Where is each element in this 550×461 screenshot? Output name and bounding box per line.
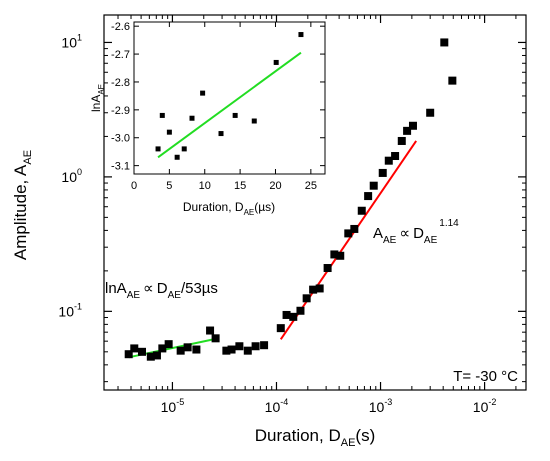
data-point: [315, 284, 324, 293]
data-point: [323, 264, 332, 273]
data-point: [378, 168, 387, 177]
inset-data-point: [155, 146, 161, 152]
data-point: [260, 341, 269, 350]
data-point: [426, 108, 435, 117]
inset-y-tick-label: -2.8: [111, 77, 130, 89]
inset-x-tick-label: 5: [166, 180, 172, 192]
data-point: [397, 136, 406, 145]
inset-data-point: [181, 146, 187, 152]
inset-y-axis-title: lnAAE: [89, 84, 106, 112]
inset-data-point: [200, 90, 206, 96]
inset-plot-frame: [133, 21, 326, 175]
y-tick-label: 100: [61, 167, 82, 185]
inset-data-point: [273, 59, 279, 65]
inset-ticks: 0 5 10 15 20 25 -3.1 -3.0 -2.9 -2.8 -2.7 -2.6: [111, 21, 325, 192]
inset-y-tick-label: -2.7: [111, 49, 130, 61]
data-point: [448, 76, 457, 85]
data-point: [336, 251, 345, 260]
data-point: [211, 334, 220, 343]
data-point: [152, 351, 161, 360]
data-point: [176, 346, 185, 355]
inset-y-tick-label: -3.1: [111, 161, 130, 173]
inset-x-tick-label: 0: [131, 180, 137, 192]
data-point: [364, 192, 373, 201]
data-point: [183, 343, 192, 352]
data-point: [158, 344, 167, 353]
data-point: [391, 152, 400, 161]
inset-x-tick-label: 25: [305, 180, 317, 192]
inset-data-point: [159, 112, 165, 118]
data-point: [146, 352, 155, 361]
data-point: [296, 306, 305, 315]
inset-data-point: [174, 154, 180, 160]
inset-data-point: [251, 118, 257, 124]
inset-data-point: [232, 112, 238, 118]
inset-y-tick-label: -2.9: [111, 105, 130, 117]
main-points: [124, 38, 457, 361]
data-point: [124, 350, 133, 359]
x-tick-label: 10-4: [265, 397, 289, 415]
inset-x-axis-title: Duration, DAE(µs): [183, 200, 275, 217]
x-tick-label: 10-5: [161, 397, 185, 415]
data-point: [222, 346, 231, 355]
data-point: [243, 346, 252, 355]
fit-line: [279, 140, 417, 340]
data-point: [344, 229, 353, 238]
data-point: [276, 324, 285, 333]
data-point: [130, 344, 139, 353]
data-point: [235, 342, 244, 351]
data-point: [227, 345, 236, 354]
data-point: [350, 224, 359, 233]
inset-data-point: [298, 32, 304, 38]
power-fit-annotation: AAE ∝ DAE1.14: [373, 218, 459, 246]
inset-data-point: [166, 129, 172, 135]
data-point: [440, 38, 449, 47]
lin-fit-annotation: lnAAE ∝ DAE/53µs: [105, 280, 218, 301]
data-point: [357, 206, 366, 215]
x-tick-label: 10-3: [369, 397, 393, 415]
data-point: [289, 312, 298, 321]
inset-x-tick-label: 10: [199, 180, 211, 192]
data-point: [330, 250, 339, 259]
data-point: [369, 181, 378, 190]
data-point: [302, 294, 311, 303]
inset-x-tick-label: 20: [269, 180, 281, 192]
inset-fit: [157, 51, 302, 159]
x-tick-label: 10-2: [473, 397, 497, 415]
inset-chart: 0 5 10 15 20 25 -3.1 -3.0 -2.9 -2.8 -2.7 -2.6 Durat…: [89, 21, 326, 217]
inset-y-tick-label: -3.0: [111, 133, 130, 145]
data-point: [137, 347, 146, 356]
inset-data-point: [218, 131, 224, 137]
inset-fit-line: [157, 51, 302, 159]
inset-data-point: [189, 115, 195, 121]
data-point: [206, 326, 215, 335]
data-point: [282, 310, 291, 319]
main-y-axis-title: Amplitude, AAE: [11, 150, 34, 260]
main-plot-frame: [103, 14, 527, 391]
y-tick-label: 10-1: [58, 301, 82, 319]
data-point: [192, 345, 201, 354]
inset-x-tick-label: 15: [234, 180, 246, 192]
y-tick-label: 101: [61, 32, 82, 50]
data-point: [251, 342, 260, 351]
data-point: [164, 340, 173, 349]
data-point: [309, 285, 318, 294]
temperature-label: T= -30 °C: [453, 368, 518, 385]
data-point: [384, 156, 393, 165]
inset-y-tick-label: -2.6: [111, 21, 130, 33]
main-x-axis-title: Duration, DAE(s): [255, 426, 376, 449]
data-point: [408, 121, 417, 130]
data-point: [403, 126, 412, 135]
inset-points: [155, 32, 304, 160]
